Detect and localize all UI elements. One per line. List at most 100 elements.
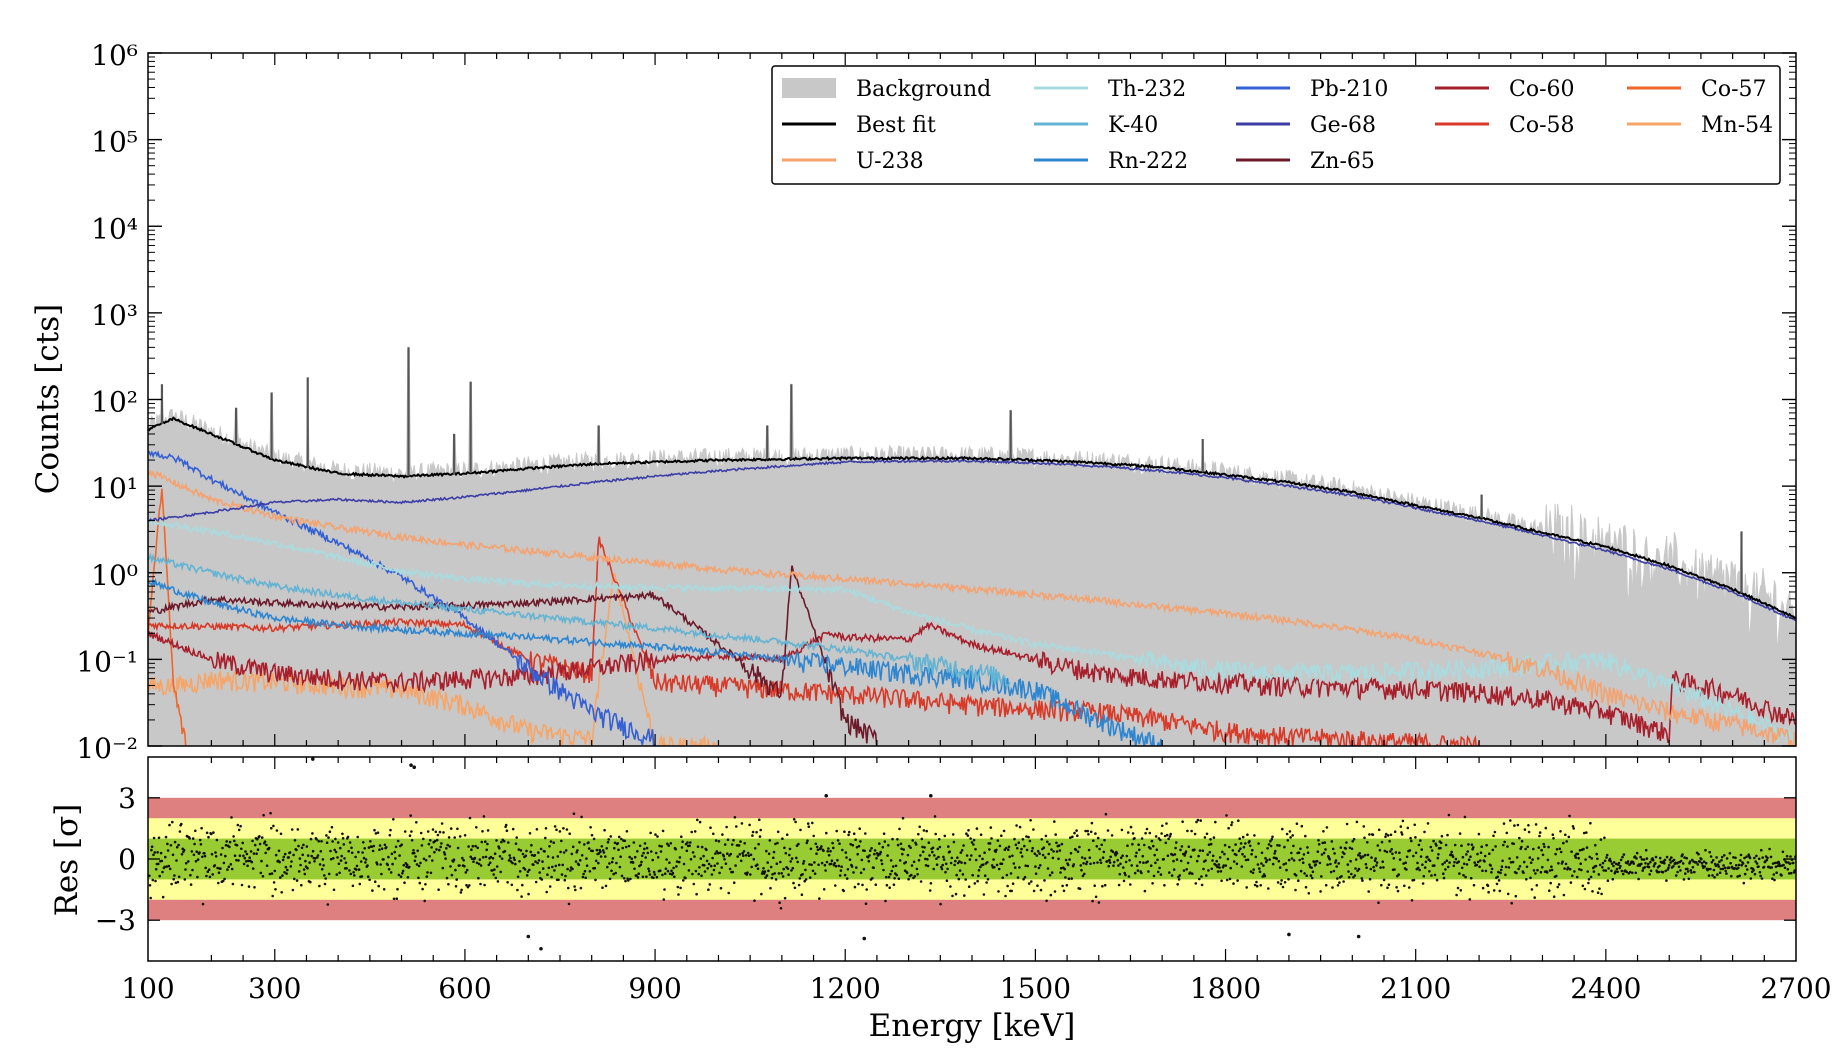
residual-point [348,841,352,844]
residual-point [322,864,325,867]
residual-point [808,863,811,866]
residual-point [1462,873,1465,877]
residual-point [1345,841,1348,844]
residual-point [615,861,618,865]
residual-point [1089,862,1092,866]
residual-point [1087,833,1090,836]
residual-point [1067,877,1071,880]
residual-point [495,839,498,842]
residual-point [691,872,694,876]
residual-point [352,871,355,874]
residual-point [673,875,676,879]
residual-outlier [929,793,933,798]
residual-point [1529,876,1532,880]
residual-point [339,859,343,862]
residual-point [191,868,194,872]
residual-point [516,888,519,892]
residual-point [1210,867,1214,871]
residual-point [1055,841,1058,845]
legend-item-best-fit: Best fit [782,113,936,138]
residual-point [228,840,232,844]
residual-point [1685,856,1688,860]
residual-point [1667,866,1670,870]
residual-point [690,830,693,834]
residual-point [691,851,695,854]
residual-point [1499,868,1503,872]
residual-point [395,897,399,900]
residual-point [1270,837,1274,841]
residual-point [1324,848,1327,851]
residual-point [1137,843,1140,846]
residual-point [606,840,610,844]
residual-point [896,843,900,847]
residual-point [1330,840,1334,843]
residual-point [901,852,904,856]
residual-point [1374,857,1377,860]
residual-point [1048,873,1052,877]
residual-point [277,849,281,853]
residual-point [306,866,309,870]
residual-point [1736,875,1739,878]
residual-point [790,869,793,872]
residual-point [1145,827,1149,831]
residual-point [893,877,896,880]
residual-point [1025,835,1028,838]
residual-point [1235,862,1239,866]
residual-point [1138,848,1141,852]
residual-point [1478,865,1481,869]
y-tick-label: 10⁻¹ [76,645,138,678]
residual-point [1721,867,1725,871]
residual-point [584,876,587,880]
residual-point [1700,862,1704,865]
residual-point [265,864,269,867]
residual-point [706,867,709,870]
residual-point [766,861,769,864]
residual-point [325,834,328,837]
residual-point [486,829,490,832]
residual-point [355,864,359,868]
residual-point [525,874,529,877]
residual-point [1244,842,1247,845]
x-tick-label: 1800 [1190,972,1261,1005]
residual-point [251,839,254,843]
residual-point [1208,850,1212,854]
legend-label-co-60: Co-60 [1509,77,1575,102]
residual-point [377,884,381,888]
residual-point [1432,839,1435,843]
residual-point [561,863,564,867]
residual-point [1254,855,1258,859]
residual-point [422,837,425,841]
residual-point [483,883,486,887]
residual-point [371,849,375,853]
residual-point [1436,856,1440,860]
residual-point [748,823,751,827]
residual-point [1611,877,1615,881]
residual-point [1645,857,1649,860]
residual-point [785,833,789,836]
residual-point [1428,859,1432,863]
residual-point [1394,851,1398,854]
residual-point [749,853,753,857]
residual-point [221,846,224,850]
residual-point [993,865,996,869]
residual-outlier [539,946,543,951]
residual-point [187,860,190,863]
residual-point [1108,858,1111,862]
residual-point [687,869,691,872]
residual-point [1594,843,1597,847]
residual-point [1321,841,1324,845]
residual-point [1085,862,1088,866]
residual-point [878,842,881,845]
residual-point [793,886,797,890]
residual-point [1147,870,1150,873]
residual-point [755,830,758,834]
residual-point [378,844,382,847]
residual-point [669,842,673,845]
residual-point [1106,860,1109,863]
residual-point [226,868,229,871]
residual-point [1601,861,1605,865]
residual-point [1276,843,1279,847]
residual-point [1437,853,1440,856]
residual-point [1720,855,1724,859]
